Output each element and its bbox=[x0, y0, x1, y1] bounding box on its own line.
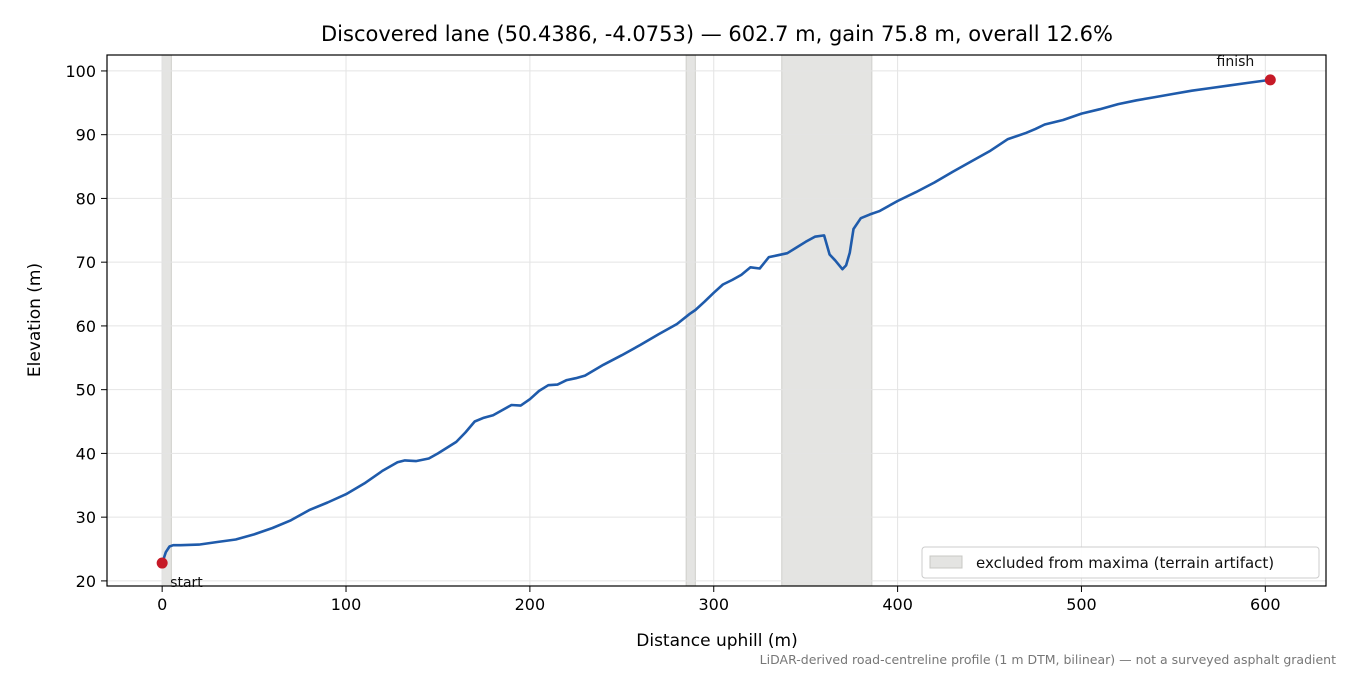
x-axis-ticks: 0 100 200 300 400 500 600 bbox=[157, 586, 1281, 614]
legend-label: excluded from maxima (terrain artifact) bbox=[976, 554, 1274, 572]
y-tick-label-50: 50 bbox=[76, 381, 96, 400]
y-axis-ticks: 20 30 40 50 60 70 80 90 100 bbox=[65, 62, 107, 591]
x-tick-label-400: 400 bbox=[882, 595, 913, 614]
y-tick-label-100: 100 bbox=[65, 62, 96, 81]
footnote: LiDAR-derived road-centreline profile (1… bbox=[760, 652, 1336, 667]
y-tick-label-40: 40 bbox=[76, 444, 96, 463]
grid bbox=[107, 55, 1326, 586]
start-label: start bbox=[170, 575, 203, 591]
y-tick-label-80: 80 bbox=[76, 189, 96, 208]
x-tick-label-200: 200 bbox=[515, 595, 546, 614]
legend-swatch bbox=[929, 555, 963, 569]
y-tick-label-20: 20 bbox=[76, 572, 96, 591]
x-tick-label-300: 300 bbox=[698, 595, 729, 614]
finish-label: finish bbox=[1217, 54, 1255, 70]
y-tick-label-70: 70 bbox=[76, 253, 96, 272]
x-tick-label-0: 0 bbox=[157, 595, 167, 614]
y-axis-label: Elevation (m) bbox=[25, 263, 45, 377]
series-layer bbox=[160, 78, 1272, 565]
y-tick-label-90: 90 bbox=[76, 126, 96, 145]
legend: excluded from maxima (terrain artifact) bbox=[921, 546, 1320, 579]
start-marker bbox=[156, 557, 168, 569]
legend-box bbox=[921, 546, 1320, 579]
chart-title: Discovered lane (50.4386, -4.0753) — 602… bbox=[321, 22, 1113, 46]
plot-frame bbox=[106, 54, 1327, 587]
excluded-ranges bbox=[161, 54, 873, 587]
y-tick-label-30: 30 bbox=[76, 508, 96, 527]
elevation-line bbox=[160, 78, 1272, 565]
y-tick-label-60: 60 bbox=[76, 317, 96, 336]
x-tick-label-500: 500 bbox=[1066, 595, 1097, 614]
marker-layer: start finish bbox=[156, 54, 1276, 591]
finish-marker bbox=[1264, 74, 1276, 86]
x-tick-label-600: 600 bbox=[1250, 595, 1281, 614]
excluded-range-2 bbox=[781, 54, 873, 587]
x-tick-label-100: 100 bbox=[331, 595, 362, 614]
x-axis-label: Distance uphill (m) bbox=[636, 631, 797, 651]
